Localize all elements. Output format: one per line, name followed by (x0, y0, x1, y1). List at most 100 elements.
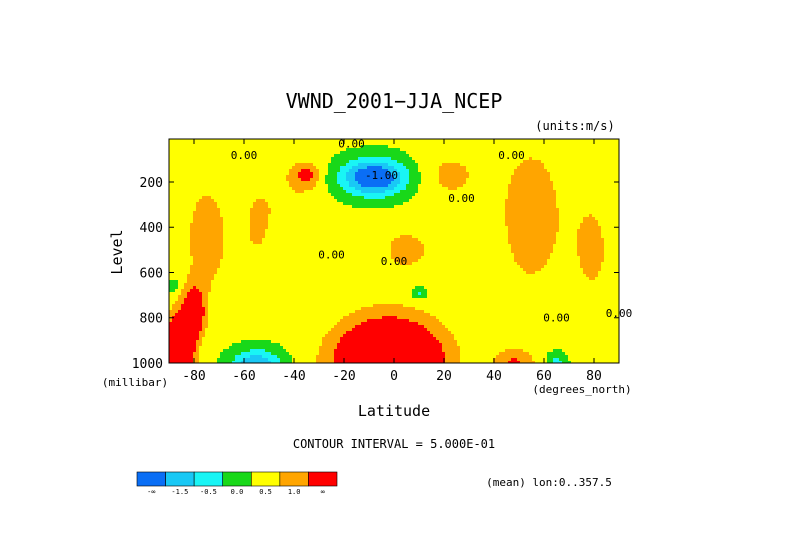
contour-cell (565, 145, 569, 149)
contour-cell (532, 202, 536, 206)
contour-cell (451, 196, 455, 200)
contour-cell (268, 199, 272, 203)
contour-cell (562, 163, 566, 167)
contour-cell (235, 196, 239, 200)
contour-cell (235, 178, 239, 182)
contour-cell (238, 208, 242, 212)
contour-cell (466, 148, 470, 152)
contour-cell (475, 202, 479, 206)
contour-cell (199, 202, 203, 206)
contour-cell (424, 154, 428, 158)
contour-cell (532, 163, 536, 167)
contour-cell (307, 175, 311, 179)
contour-cell (535, 154, 539, 158)
contour-cell (568, 196, 572, 200)
contour-cell (214, 208, 218, 212)
contour-cell (511, 223, 515, 227)
contour-cell (445, 229, 449, 233)
contour-cell (340, 163, 344, 167)
contour-cell (325, 187, 329, 191)
contour-cell (226, 190, 230, 194)
contour-cell (325, 169, 329, 173)
contour-cell (370, 163, 374, 167)
contour-cell (364, 175, 368, 179)
contour-cell (379, 196, 383, 200)
contour-cell (274, 187, 278, 191)
contour-cell (436, 196, 440, 200)
contour-cell (322, 199, 326, 203)
contour-cell (217, 187, 221, 191)
contour-cell (424, 208, 428, 212)
contour-cell (538, 217, 542, 221)
contour-cell (310, 214, 314, 218)
contour-cell (301, 217, 305, 221)
contour-cell (415, 169, 419, 173)
contour-cell (538, 163, 542, 167)
contour-cell (184, 229, 188, 233)
contour-cell (379, 184, 383, 188)
contour-cell (328, 211, 332, 215)
contour-cell (415, 160, 419, 164)
contour-cell (196, 193, 200, 197)
contour-cell (478, 181, 482, 185)
contour-cell (562, 214, 566, 218)
contour-cell (280, 142, 284, 146)
contour-cell (466, 187, 470, 191)
contour-cell (502, 214, 506, 218)
contour-cell (406, 142, 410, 146)
contour-cell (430, 235, 434, 239)
contour-cell (178, 142, 182, 146)
contour-cell (436, 151, 440, 155)
contour-cell (409, 232, 413, 236)
contour-cell (343, 226, 347, 230)
contour-cell (280, 232, 284, 236)
contour-cell (220, 232, 224, 236)
contour-cell (484, 223, 488, 227)
contour-cell (376, 178, 380, 182)
contour-cell (304, 193, 308, 197)
contour-cell (319, 229, 323, 233)
contour-cell (556, 217, 560, 221)
contour-cell (550, 178, 554, 182)
contour-cell (568, 160, 572, 164)
contour-cell (319, 223, 323, 227)
contour-cell (526, 178, 530, 182)
contour-cell (241, 163, 245, 167)
contour-cell (370, 208, 374, 212)
contour-cell (283, 157, 287, 161)
contour-cell (538, 148, 542, 152)
contour-cell (529, 148, 533, 152)
contour-cell (214, 196, 218, 200)
contour-cell (550, 181, 554, 185)
contour-cell (613, 151, 617, 155)
contour-cell (400, 157, 404, 161)
contour-cell (424, 220, 428, 224)
contour-cell (283, 178, 287, 182)
contour-cell (250, 181, 254, 185)
contour-cell (361, 199, 365, 203)
contour-cell (424, 199, 428, 203)
contour-cell (211, 172, 215, 176)
contour-cell (406, 151, 410, 155)
contour-cell (301, 157, 305, 161)
contour-cell (253, 217, 257, 221)
contour-cell (385, 157, 389, 161)
contour-cell (439, 151, 443, 155)
contour-cell (196, 145, 200, 149)
contour-cell (427, 157, 431, 161)
contour-cell (205, 223, 209, 227)
contour-cell (196, 232, 200, 236)
contour-cell (457, 172, 461, 176)
contour-cell (340, 202, 344, 206)
contour-cell (334, 214, 338, 218)
contour-cell (430, 211, 434, 215)
contour-cell (475, 184, 479, 188)
contour-cell (526, 193, 530, 197)
contour-cell (475, 214, 479, 218)
contour-cell (286, 151, 290, 155)
contour-cell (382, 151, 386, 155)
contour-cell (454, 175, 458, 179)
contour-cell (376, 220, 380, 224)
contour-cell (574, 202, 578, 206)
contour-cell (430, 229, 434, 233)
